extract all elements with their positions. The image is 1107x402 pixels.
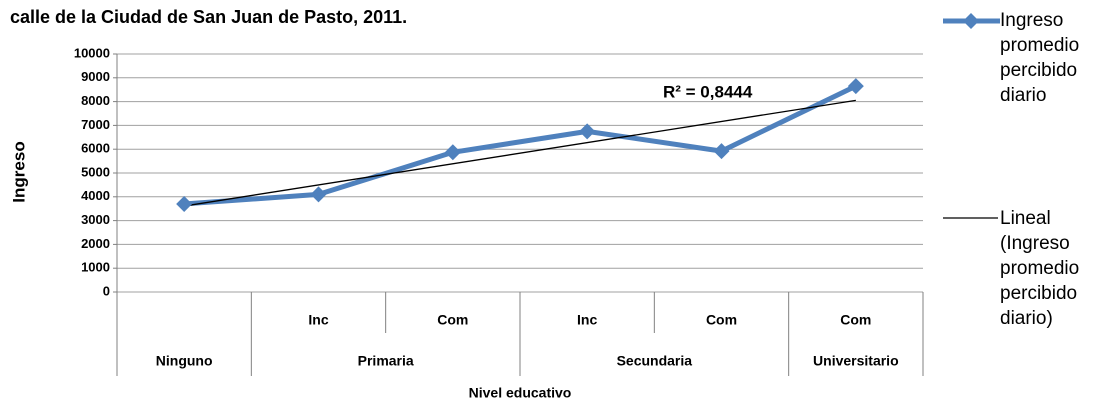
x-axis-label: Nivel educativo <box>469 385 572 401</box>
y-tick-label: 7000 <box>81 117 110 132</box>
marker <box>310 186 327 203</box>
y-axis-label: Ingreso <box>9 141 28 202</box>
x-tick-label: Inc <box>577 312 597 328</box>
y-tick-label: 5000 <box>81 164 110 179</box>
y-tick-label: 2000 <box>81 236 110 251</box>
y-tick-label: 10000 <box>74 45 110 60</box>
r2-annotation: R² = 0,8444 <box>663 82 753 101</box>
y-tick-label: 3000 <box>81 212 110 227</box>
x-tick-label: Inc <box>308 312 328 328</box>
marker <box>847 78 864 95</box>
legend-trendline: Lineal (Ingreso promedio percibido diari… <box>1000 208 1080 329</box>
x-tick-label: Com <box>840 312 871 328</box>
legend-series: Ingreso promedio percibido diario <box>1000 10 1080 106</box>
marker <box>176 195 193 212</box>
legend-marker <box>963 13 979 29</box>
marker <box>579 123 596 140</box>
x-group-label: Ninguno <box>156 353 213 369</box>
marker <box>444 144 461 161</box>
series-line <box>183 83 857 207</box>
x-tick-label: Com <box>437 312 468 328</box>
x-group-label: Secundaria <box>617 353 693 369</box>
marker <box>713 143 730 160</box>
y-tick-label: 0 <box>103 283 110 298</box>
x-group-label: Primaria <box>358 353 414 369</box>
y-tick-label: 9000 <box>81 69 110 84</box>
y-tick-label: 8000 <box>81 93 110 108</box>
y-tick-label: 6000 <box>81 141 110 156</box>
y-tick-label: 4000 <box>81 188 110 203</box>
y-tick-label: 1000 <box>81 260 110 275</box>
x-group-label: Universitario <box>813 353 899 369</box>
trendline <box>184 99 856 207</box>
x-tick-label: Com <box>706 312 737 328</box>
chart-title: calle de la Ciudad de San Juan de Pasto,… <box>10 7 407 27</box>
